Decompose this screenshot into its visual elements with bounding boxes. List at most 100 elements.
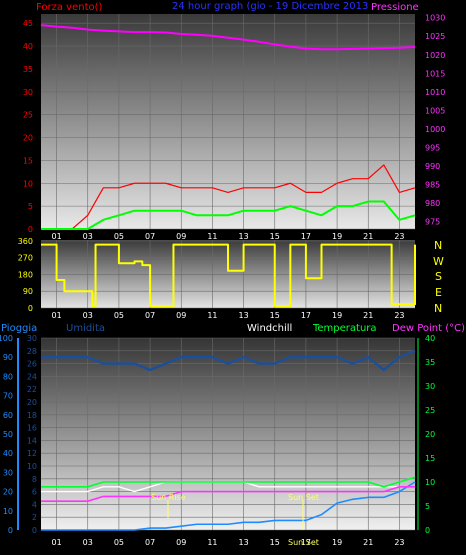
x-tick-label: 03 [83,538,93,547]
grid-lines [17,14,419,531]
humidity-tick-label: 4 [32,500,37,509]
x-tick-label: 21 [363,538,373,547]
x-tick-label: 15 [270,232,280,241]
sun-set-label: Sun Set [288,493,319,502]
rain-tick-label: 30 [3,468,13,477]
temperature-tick-label: 35 [425,358,435,367]
series-lines [40,24,416,531]
rain-tick-label: 20 [3,488,13,497]
humidity-tick-label: 16 [27,424,37,433]
wind-tick-label: 35 [23,65,33,74]
pressure-tick-label: 1025 [425,32,445,41]
humidity-tick-label: 28 [27,347,37,356]
wind-tick-label: 10 [23,179,33,188]
x-tick-label: 17 [301,538,311,547]
x-tick-label: 07 [145,538,155,547]
direction-tick-label: 90 [23,287,33,296]
tick-labels: 0510152025303540459759809859909951000100… [0,14,445,547]
temperature-tick-label: 10 [425,478,435,487]
wind-tick-label: 45 [23,19,33,28]
x-tick-label: 11 [207,311,217,320]
humidity-tick-label: 6 [32,488,37,497]
dewpoint-label: Dew Point (°C) [392,323,465,334]
humidity-tick-label: 14 [27,436,37,445]
x-tick-label: 17 [301,311,311,320]
temperature-tick-label: 0 [425,526,430,535]
humidity-tick-label: 12 [27,449,37,458]
pressure-tick-label: 975 [425,218,440,227]
x-tick-label: 09 [176,232,186,241]
pressure-axis-label: Pressione [371,2,419,13]
x-tick-label: 23 [394,232,404,241]
pressure-tick-label: 1015 [425,69,445,78]
direction-tick-label: 270 [18,254,33,263]
compass-w: W [433,255,444,268]
humidity-tick-label: 0 [32,526,37,535]
pressure-tick-label: 1005 [425,106,445,115]
wind-tick-label: 15 [23,156,33,165]
wind-tick-label: 30 [23,88,33,97]
pressure-tick-label: 1000 [425,125,445,134]
pressure-tick-label: 990 [425,162,440,171]
pressure-tick-label: 995 [425,143,440,152]
x-tick-label: 09 [176,538,186,547]
rain-tick-label: 100 [0,334,13,343]
humidity-tick-label: 18 [27,411,37,420]
sun-set-bottom-label: Sun Set [288,538,319,547]
rain-tick-label: 90 [3,353,13,362]
compass-e: E [435,286,442,299]
x-tick-label: 13 [238,311,248,320]
direction-tick-label: 0 [28,304,33,313]
x-tick-label: 07 [145,232,155,241]
wind-tick-label: 40 [23,42,33,51]
humidity-tick-label: 24 [27,372,37,381]
x-tick-label: 05 [114,311,124,320]
wind-direction-series-line [41,243,416,308]
humidity-tick-label: 2 [32,513,37,522]
humidity-tick-label: 10 [27,462,37,471]
x-tick-label: 19 [332,538,342,547]
x-tick-label: 11 [207,232,217,241]
x-tick-label: 03 [83,311,93,320]
pressure-series-line [40,24,416,51]
chart-title: 24 hour graph (gio - 19 Dicembre 2013 [172,1,368,12]
pressure-tick-label: 980 [425,199,440,208]
x-tick-label: 19 [332,232,342,241]
rain-series-line [41,481,416,531]
temperature-label: Temperatura [312,323,377,334]
x-tick-label: 01 [51,311,61,320]
compass-s: S [435,270,442,283]
compass-n-bottom: N [434,302,442,315]
rain-tick-label: 40 [3,449,13,458]
compass-n-top: N [434,239,442,252]
wind-series-line [41,164,416,230]
wind-axis-label: Forza vento() [36,2,103,13]
pressure-tick-label: 1030 [425,14,445,23]
humidity-label: Umidita [66,323,105,334]
humidity-tick-label: 22 [27,385,37,394]
temperature-series-line [41,476,416,488]
wind-tick-label: 0 [28,225,33,234]
wind-tick-label: 5 [28,202,33,211]
direction-tick-label: 360 [18,237,33,246]
rain-tick-label: 70 [3,392,13,401]
pressure-tick-label: 1010 [425,88,445,97]
x-tick-label: 23 [394,311,404,320]
temperature-tick-label: 30 [425,382,435,391]
humidity-tick-label: 8 [32,475,37,484]
sun-rise-label: Sun Rise [151,493,186,502]
x-tick-label: 15 [270,538,280,547]
bottom-plot-area [41,338,415,530]
rain-tick-label: 60 [3,411,13,420]
rain-tick-label: 50 [3,430,13,439]
x-tick-label: 01 [51,232,61,241]
humidity-tick-label: 20 [27,398,37,407]
humidity-tick-label: 30 [27,334,37,343]
rain-label: Pioggia [1,323,37,334]
x-tick-label: 01 [51,538,61,547]
x-tick-label: 09 [176,311,186,320]
gust-average-series-line [41,200,416,230]
x-tick-label: 13 [238,232,248,241]
x-tick-label: 17 [301,232,311,241]
